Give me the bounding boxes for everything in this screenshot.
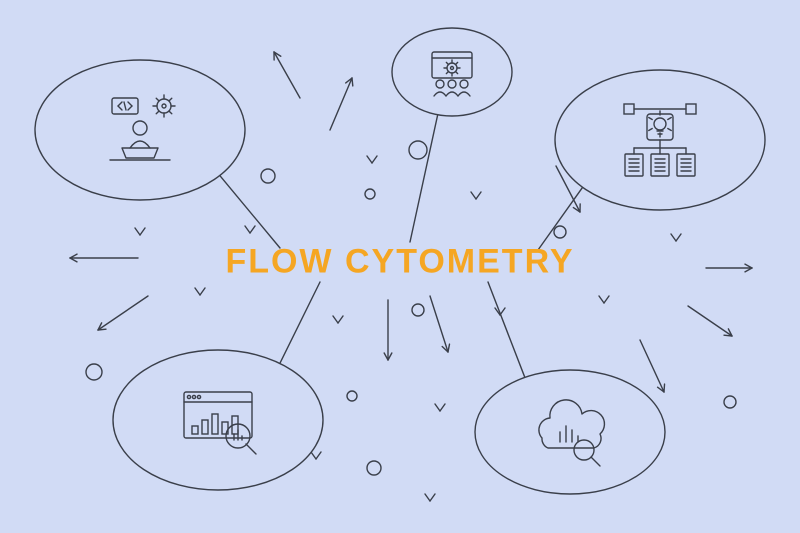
main-title: FLOW CYTOMETRY xyxy=(225,243,574,282)
infographic-canvas: FLOW CYTOMETRY xyxy=(0,0,800,533)
